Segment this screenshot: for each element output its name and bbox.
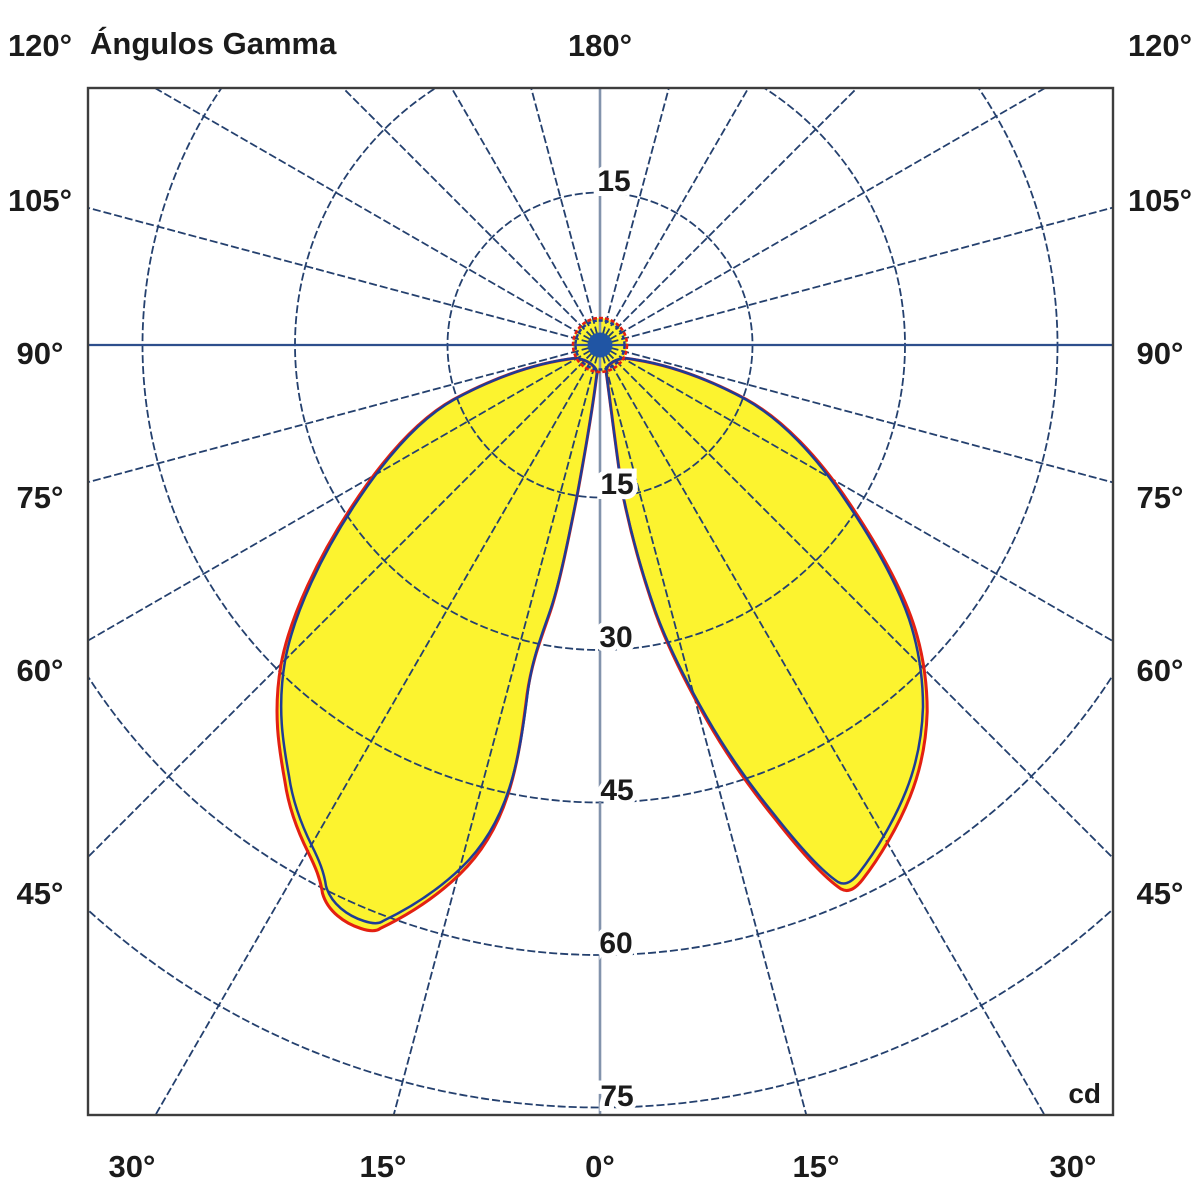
gamma-label-right-105°: 105° [1128, 183, 1192, 218]
ring-label-15: 15 [600, 468, 633, 501]
right-lobe-fill [606, 358, 923, 884]
gamma-label-right-45°: 45° [1137, 876, 1184, 911]
grid-ray-left-15 [392, 344, 601, 1115]
gamma-label-left-120°: 120° [8, 28, 72, 63]
gamma-label-bottom-30°: 30° [1050, 1149, 1097, 1184]
gamma-label-left-60°: 60° [17, 653, 64, 688]
gamma-label-bottom-15°: 15° [793, 1149, 840, 1184]
gamma-label-left-75°: 75° [17, 480, 64, 515]
curve-c90-left [279, 356, 599, 925]
plot-frame [86, 86, 1115, 1117]
grid-ray-right-105 [599, 206, 1113, 346]
gamma-label-right-120°: 120° [1128, 28, 1192, 63]
unit-label-cd: cd [1068, 1078, 1101, 1109]
grid-ray-right-120 [599, 88, 1047, 346]
gamma-label-right-90°: 90° [1137, 336, 1184, 371]
grid-ray-right-60 [599, 344, 1113, 643]
curve-c90-right [604, 356, 925, 885]
ring-label-30: 30 [599, 621, 632, 654]
ring-label-75: 75 [600, 1080, 633, 1113]
grid-ray-left-105 [88, 206, 601, 346]
rosette-red-outline [571, 316, 629, 374]
grid-ray-left-45 [88, 344, 601, 859]
grid-ray-right-45 [599, 344, 1113, 860]
rosette-blue-outline [574, 319, 626, 371]
ring-label-60: 60 [599, 927, 632, 960]
grid-ray-right-150 [599, 88, 750, 346]
gamma-label-right-75°: 75° [1137, 480, 1184, 515]
gamma-label-left-45°: 45° [17, 876, 64, 911]
left-lobe-fill [281, 358, 597, 924]
gamma-label-left-90°: 90° [17, 336, 64, 371]
gamma-label-bottom-0°: 0° [585, 1149, 615, 1184]
grid-ray-left-120 [153, 88, 601, 346]
gamma-label-bottom-15°: 15° [360, 1149, 407, 1184]
gamma-label-left-105°: 105° [8, 183, 72, 218]
center-dot [587, 332, 613, 358]
grid-ray-left-165 [530, 88, 601, 346]
gamma-label-bottom-30°: 30° [109, 1149, 156, 1184]
grid-ray-right-165 [599, 88, 670, 346]
grid-ray-right-15 [599, 344, 808, 1115]
gamma-label-top-180°: 180° [568, 28, 632, 63]
grid-ray-left-135 [341, 88, 601, 346]
grid-ray-left-150 [450, 88, 601, 346]
ring-label-above-15: 15 [597, 165, 630, 198]
grid-ray-left-60 [88, 344, 601, 642]
diagram-title: Ángulos Gamma [90, 26, 337, 61]
grid-ray-right-30 [599, 344, 1046, 1115]
ring-label-45: 45 [600, 774, 633, 807]
gamma-label-right-60°: 60° [1137, 653, 1184, 688]
grid-ray-left-75 [88, 344, 601, 484]
grid-ray-right-75 [599, 344, 1113, 484]
grid-ray-left-30 [154, 344, 601, 1115]
grid-ray-right-135 [599, 88, 859, 346]
